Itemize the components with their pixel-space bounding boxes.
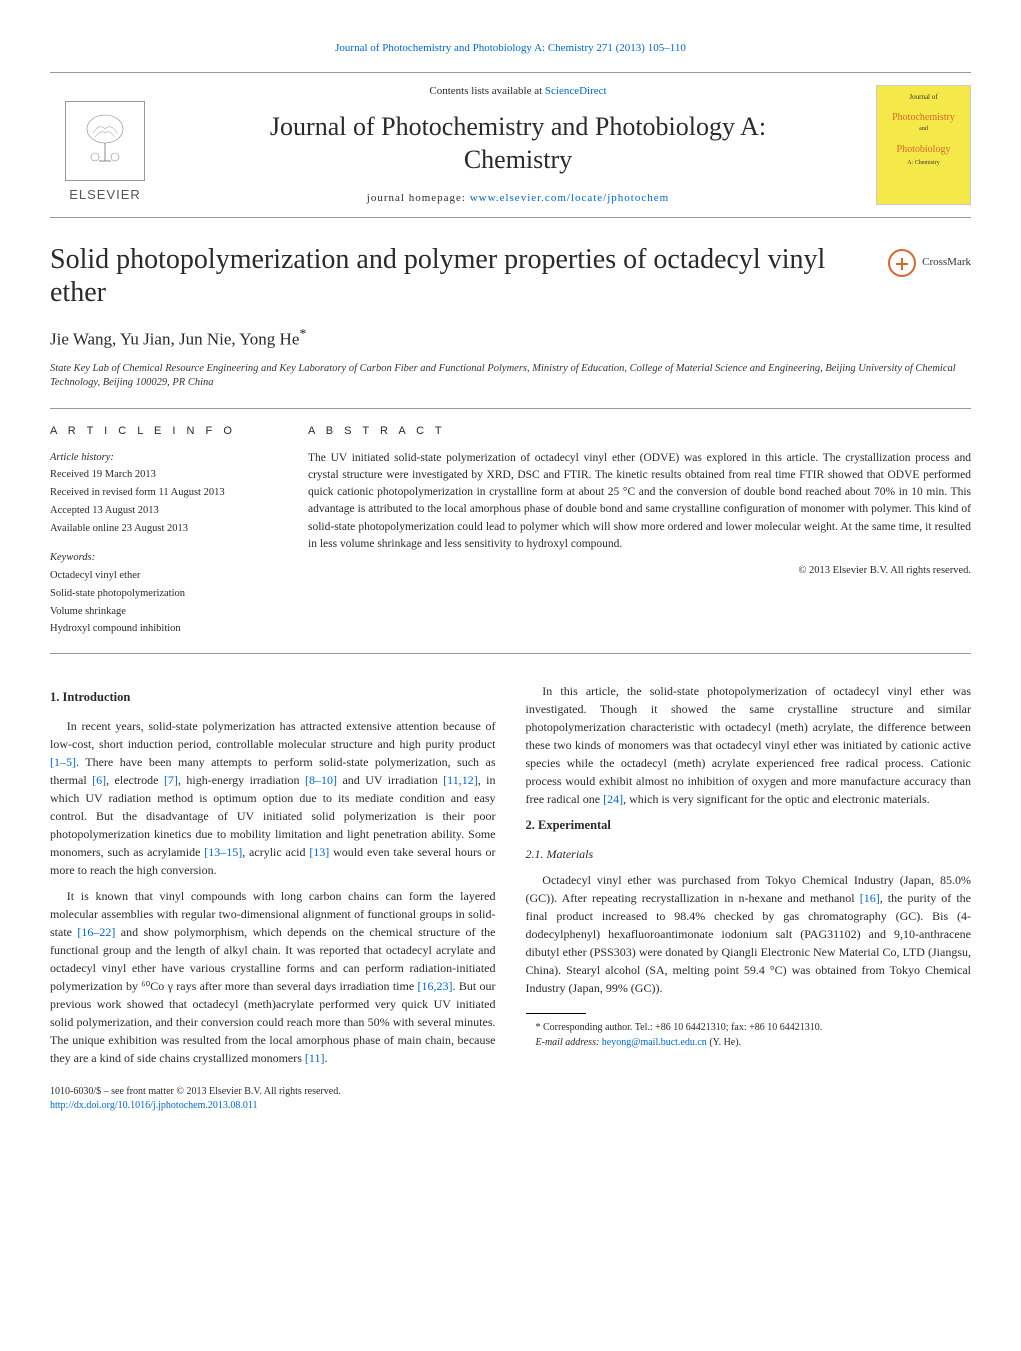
footer-meta: 1010-6030/$ – see front matter © 2013 El… — [50, 1085, 971, 1113]
sciencedirect-link[interactable]: ScienceDirect — [545, 85, 607, 97]
intro-paragraph-1: In recent years, solid-state polymerizat… — [50, 717, 496, 879]
p1g: , acrylic acid — [242, 845, 309, 859]
keywords-label: Keywords: — [50, 550, 272, 566]
p1c: , electrode — [106, 773, 164, 787]
ref-16-22[interactable]: [16–22] — [77, 925, 115, 939]
article-info-column: a r t i c l e i n f o Article history: R… — [50, 409, 290, 653]
crossmark-label: CrossMark — [922, 254, 971, 271]
ref-1-5[interactable]: [1–5] — [50, 755, 76, 769]
keyword-4: Hydroxyl compound inhibition — [50, 621, 272, 637]
p1d: , high-energy irradiation — [178, 773, 305, 787]
doi-link[interactable]: http://dx.doi.org/10.1016/j.jphotochem.2… — [50, 1100, 258, 1111]
authors: Jie Wang, Yu Jian, Jun Nie, Yong He* — [50, 324, 971, 352]
ref-7[interactable]: [7] — [164, 773, 178, 787]
contents-prefix: Contents lists available at — [429, 85, 544, 97]
crossmark-icon — [888, 249, 916, 277]
elsevier-tree-icon — [65, 101, 145, 181]
ref-24[interactable]: [24] — [603, 792, 623, 806]
ref-16-23[interactable]: [16,23] — [418, 979, 453, 993]
received-date: Received 19 March 2013 — [50, 467, 272, 483]
p1a: In recent years, solid-state polymerizat… — [50, 719, 496, 751]
publisher-name: ELSEVIER — [69, 185, 141, 205]
section-1-heading: 1. Introduction — [50, 688, 496, 707]
p2d: . — [324, 1051, 327, 1065]
p3b: , which is very significant for the opti… — [623, 792, 930, 806]
materials-paragraph: Octadecyl vinyl ether was purchased from… — [526, 871, 972, 997]
cover-text-4: A: Chemistry — [883, 159, 964, 168]
keyword-2: Solid-state photopolymerization — [50, 586, 272, 602]
ref-8-10[interactable]: [8–10] — [305, 773, 337, 787]
masthead: ELSEVIER Contents lists available at Sci… — [50, 72, 971, 218]
author-list: Jie Wang, Yu Jian, Jun Nie, Yong He — [50, 329, 299, 348]
keywords-block: Keywords: Octadecyl vinyl ether Solid-st… — [50, 550, 272, 637]
homepage-link[interactable]: www.elsevier.com/locate/jphotochem — [470, 192, 669, 204]
ref-13-15[interactable]: [13–15] — [204, 845, 242, 859]
homepage-prefix: journal homepage: — [367, 192, 470, 204]
p1e: and UV irradiation — [337, 773, 443, 787]
article-title: Solid photopolymerization and polymer pr… — [50, 243, 868, 310]
contents-available-line: Contents lists available at ScienceDirec… — [180, 83, 856, 100]
email-suffix: (Y. He). — [707, 1037, 741, 1048]
journal-name-line1: Journal of Photochemistry and Photobiolo… — [270, 112, 766, 141]
abstract-body: The UV initiated solid-state polymerizat… — [308, 450, 971, 554]
email-footnote: E-mail address: heyong@mail.buct.edu.cn … — [526, 1035, 972, 1050]
footnote-rule — [526, 1013, 586, 1014]
corresponding-author-footnote: * Corresponding author. Tel.: +86 10 644… — [526, 1020, 972, 1035]
article-info-heading: a r t i c l e i n f o — [50, 423, 272, 440]
journal-name-line2: Chemistry — [464, 145, 572, 174]
footnote-block: * Corresponding author. Tel.: +86 10 644… — [526, 1013, 972, 1050]
p3a: In this article, the solid-state photopo… — [526, 684, 972, 806]
ref-11-12[interactable]: [11,12] — [443, 773, 478, 787]
s21b: , the purity of the final product increa… — [526, 891, 972, 995]
keyword-3: Volume shrinkage — [50, 604, 272, 620]
revised-date: Received in revised form 11 August 2013 — [50, 485, 272, 501]
email-link[interactable]: heyong@mail.buct.edu.cn — [602, 1037, 707, 1048]
email-label: E-mail address: — [536, 1037, 602, 1048]
running-head: Journal of Photochemistry and Photobiolo… — [50, 40, 971, 57]
ref-11b[interactable]: [11] — [305, 1051, 325, 1065]
section-2-1-heading: 2.1. Materials — [526, 845, 972, 863]
title-row: Solid photopolymerization and polymer pr… — [50, 243, 971, 310]
info-abstract-block: a r t i c l e i n f o Article history: R… — [50, 408, 971, 654]
cover-text-1: Journal of — [883, 92, 964, 103]
ref-6[interactable]: [6] — [92, 773, 106, 787]
publisher-logo: ELSEVIER — [50, 85, 160, 205]
masthead-center: Contents lists available at ScienceDirec… — [160, 83, 876, 207]
section-2-heading: 2. Experimental — [526, 816, 972, 835]
abstract-column: a b s t r a c t The UV initiated solid-s… — [290, 409, 971, 653]
intro-paragraph-2: It is known that vinyl compounds with lo… — [50, 887, 496, 1067]
crossmark-badge[interactable]: CrossMark — [888, 249, 971, 277]
ref-13[interactable]: [13] — [309, 845, 329, 859]
ref-16b[interactable]: [16] — [860, 891, 880, 905]
online-date: Available online 23 August 2013 — [50, 521, 272, 537]
intro-paragraph-3: In this article, the solid-state photopo… — [526, 682, 972, 808]
cover-text-2: Photochemistry — [883, 110, 964, 125]
affiliation: State Key Lab of Chemical Resource Engin… — [50, 362, 971, 390]
body-columns: 1. Introduction In recent years, solid-s… — [50, 682, 971, 1067]
abstract-copyright: © 2013 Elsevier B.V. All rights reserved… — [308, 563, 971, 579]
homepage-line: journal homepage: www.elsevier.com/locat… — [180, 190, 856, 207]
keyword-1: Octadecyl vinyl ether — [50, 568, 272, 584]
journal-cover-thumbnail: Journal of Photochemistry and Photobiolo… — [876, 85, 971, 205]
issn-line: 1010-6030/$ – see front matter © 2013 El… — [50, 1085, 971, 1099]
journal-name: Journal of Photochemistry and Photobiolo… — [180, 111, 856, 176]
cover-text-3: Photobiology — [883, 142, 964, 157]
abstract-heading: a b s t r a c t — [308, 423, 971, 440]
history-label: Article history: — [50, 450, 272, 466]
corresponding-mark: * — [299, 326, 306, 342]
cover-and: and — [883, 125, 964, 134]
accepted-date: Accepted 13 August 2013 — [50, 503, 272, 519]
